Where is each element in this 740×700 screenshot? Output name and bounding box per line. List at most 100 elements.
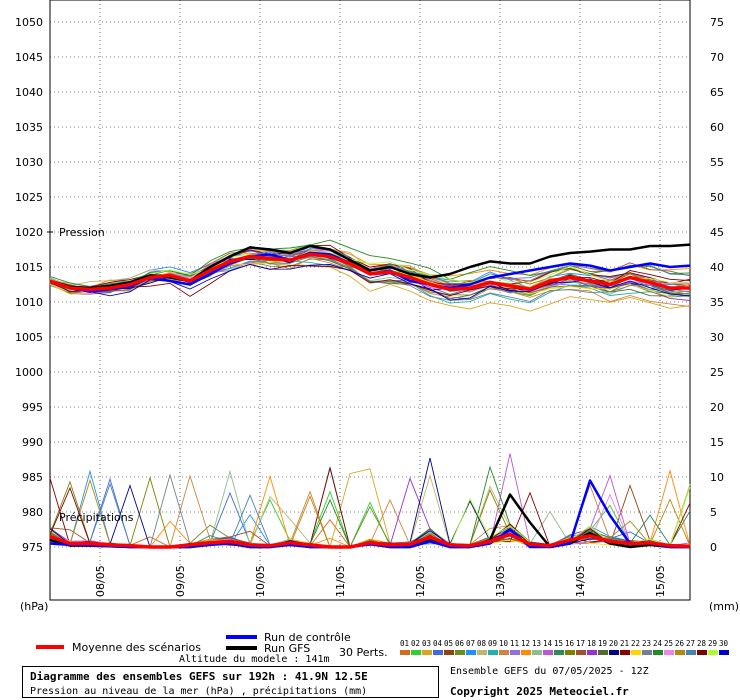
pert-number: 05 <box>444 639 453 648</box>
x-tick: 11/05 <box>334 565 347 597</box>
pert-number: 19 <box>598 639 607 648</box>
pert-number: 28 <box>697 639 707 648</box>
pert-number: 09 <box>488 639 497 648</box>
x-tick: 15/05 <box>654 565 667 597</box>
pressure-label: Pression <box>59 226 105 239</box>
pert-swatch <box>719 650 729 655</box>
y-right-tick: 50 <box>710 191 724 204</box>
legend: Moyenne des scénarios Run de contrôle Ru… <box>36 631 729 659</box>
pert-swatch <box>510 650 520 655</box>
x-tick: 14/05 <box>574 565 587 597</box>
pert-number: 11 <box>510 639 519 648</box>
y-left-tick: 1025 <box>15 191 43 204</box>
y-left-tick: 1010 <box>15 296 43 309</box>
y-right-tick: 5 <box>710 506 717 519</box>
pert-pressure-line <box>49 250 691 292</box>
run-info: Ensemble GEFS du 07/05/2025 - 12Z <box>450 666 649 677</box>
pert-swatch <box>620 650 630 655</box>
altitude-label: Altitude du modele : 141m <box>179 654 330 665</box>
y-right-tick: 45 <box>710 226 724 239</box>
pert-number: 23 <box>642 639 651 648</box>
y-left-tick: 990 <box>22 436 43 449</box>
y-right-tick: 15 <box>710 436 724 449</box>
pert-number: 21 <box>620 639 629 648</box>
y-left-tick: 995 <box>22 401 43 414</box>
legend-control-label: Run de contrôle <box>264 631 351 644</box>
pert-swatch <box>444 650 454 655</box>
y-right-tick: 10 <box>710 471 724 484</box>
y-right-tick: 35 <box>710 296 724 309</box>
pert-number: 29 <box>708 639 717 648</box>
pert-number: 10 <box>499 639 509 648</box>
pert-swatch <box>697 650 707 655</box>
pert-swatch <box>499 650 509 655</box>
pert-swatch <box>433 650 443 655</box>
pert-number: 12 <box>521 639 530 648</box>
pert-number: 24 <box>653 639 663 648</box>
pert-swatch <box>642 650 652 655</box>
pert-swatch <box>477 650 487 655</box>
y-right-tick: 30 <box>710 331 724 344</box>
y-left-tick: 1030 <box>15 156 43 169</box>
pert-swatch <box>521 650 531 655</box>
x-tick: 08/05 <box>94 565 107 597</box>
pert-number: 08 <box>477 639 487 648</box>
y-left-tick: 1040 <box>15 86 43 99</box>
y-right-tick: 55 <box>710 156 724 169</box>
pert-swatch <box>411 650 421 655</box>
pert-swatch <box>708 650 718 655</box>
y-left-tick: 1020 <box>15 226 43 239</box>
y-right-tick: 70 <box>710 51 724 64</box>
legend-perturbations: 01 02 03 04 05 06 07 08 09 10 11 12 13 14 15 16 17 18 19 20… <box>400 639 729 655</box>
pert-swatch <box>598 650 608 655</box>
precip-mean-line <box>49 532 691 549</box>
x-tick: 10/05 <box>254 565 267 597</box>
pert-number: 04 <box>433 639 443 648</box>
pressure-mean-line <box>49 252 690 292</box>
pert-number: 03 <box>422 639 431 648</box>
y-right-tick: 20 <box>710 401 724 414</box>
pert-number: 01 <box>400 639 409 648</box>
y-right-tick: 75 <box>710 16 724 29</box>
legend-perts-label: 30 Perts. <box>339 646 388 659</box>
pert-number: 14 <box>543 639 553 648</box>
pert-swatch <box>554 650 564 655</box>
y-right-tick: 60 <box>710 121 724 134</box>
main-series <box>49 243 691 549</box>
pert-pressure-line <box>49 264 691 297</box>
x-tick: 12/05 <box>414 565 427 597</box>
pert-number: 20 <box>609 639 619 648</box>
title-box <box>22 666 439 698</box>
pert-swatch <box>576 650 586 655</box>
y-right-tick: 0 <box>710 541 717 554</box>
left-unit-label: (hPa) <box>20 600 48 613</box>
axis-labels: Pression Précipitations (hPa) (mm) <box>20 226 739 613</box>
pert-swatch <box>587 650 597 655</box>
y-left-tick: 980 <box>22 506 43 519</box>
y-right-tick: 40 <box>710 261 724 274</box>
pert-swatch <box>565 650 575 655</box>
chart-subtitle: Pression au niveau de la mer (hPa) , pré… <box>30 686 368 697</box>
pert-swatch <box>400 650 410 655</box>
pert-swatch <box>675 650 685 655</box>
pert-number: 18 <box>587 639 597 648</box>
y-left-tick: 985 <box>22 471 43 484</box>
pert-swatch <box>631 650 641 655</box>
pert-swatch <box>488 650 498 655</box>
y-left-tick: 1050 <box>15 16 43 29</box>
y-left-tick: 1035 <box>15 121 43 134</box>
y-right-tick: 25 <box>710 366 724 379</box>
x-tick: 09/05 <box>174 565 187 597</box>
y-left-tick: 1015 <box>15 261 43 274</box>
legend-mean-label: Moyenne des scénarios <box>72 641 201 654</box>
chart-title: Diagramme des ensembles GEFS sur 192h : … <box>30 670 368 683</box>
pert-number: 07 <box>466 639 475 648</box>
pert-swatch <box>664 650 674 655</box>
pert-number: 02 <box>411 639 420 648</box>
x-tick: 13/05 <box>494 565 507 597</box>
legend-gfs-label: Run GFS <box>264 642 310 655</box>
pert-swatch <box>466 650 476 655</box>
pert-number: 30 <box>719 639 729 648</box>
